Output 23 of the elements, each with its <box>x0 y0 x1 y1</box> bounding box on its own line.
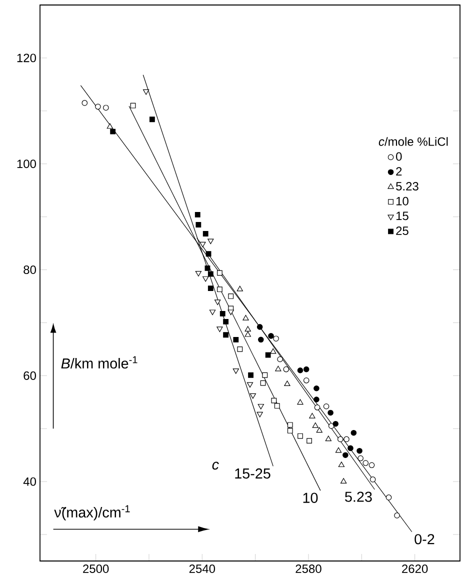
legend-label: 10 <box>396 196 408 206</box>
x-tick-label: 2620 <box>402 564 428 574</box>
y-tick-label: 40 <box>23 477 36 486</box>
series-label: 10 <box>303 492 318 503</box>
x-axis-title: ν̃(max)/cm$^{-1}$ <box>54 505 130 520</box>
annotation: c <box>212 462 219 470</box>
y-tick-label: 60 <box>24 371 36 380</box>
legend-label: 15 <box>396 212 408 220</box>
series-label: 5.23 <box>345 492 372 502</box>
x-tick-label: 2540 <box>189 564 216 574</box>
legend-label: 25 <box>396 226 408 236</box>
series-label: 15-25 <box>235 468 270 479</box>
x-tick-label: 2580 <box>296 564 322 574</box>
y-tick-label: 80 <box>24 266 36 274</box>
legend-title: c/mole %LiCl <box>378 137 448 146</box>
y-tick-label: 120 <box>17 54 36 62</box>
legend-label: 5.23 <box>396 182 418 191</box>
y-axis-title: B/km mole$^{-1}$ <box>61 356 138 369</box>
x-tick-label: 2500 <box>83 564 109 574</box>
y-tick-label: 100 <box>17 160 36 168</box>
series-label: 0-2 <box>414 534 434 544</box>
legend-label: 2 <box>396 167 402 176</box>
legend-label: 0 <box>396 152 402 161</box>
